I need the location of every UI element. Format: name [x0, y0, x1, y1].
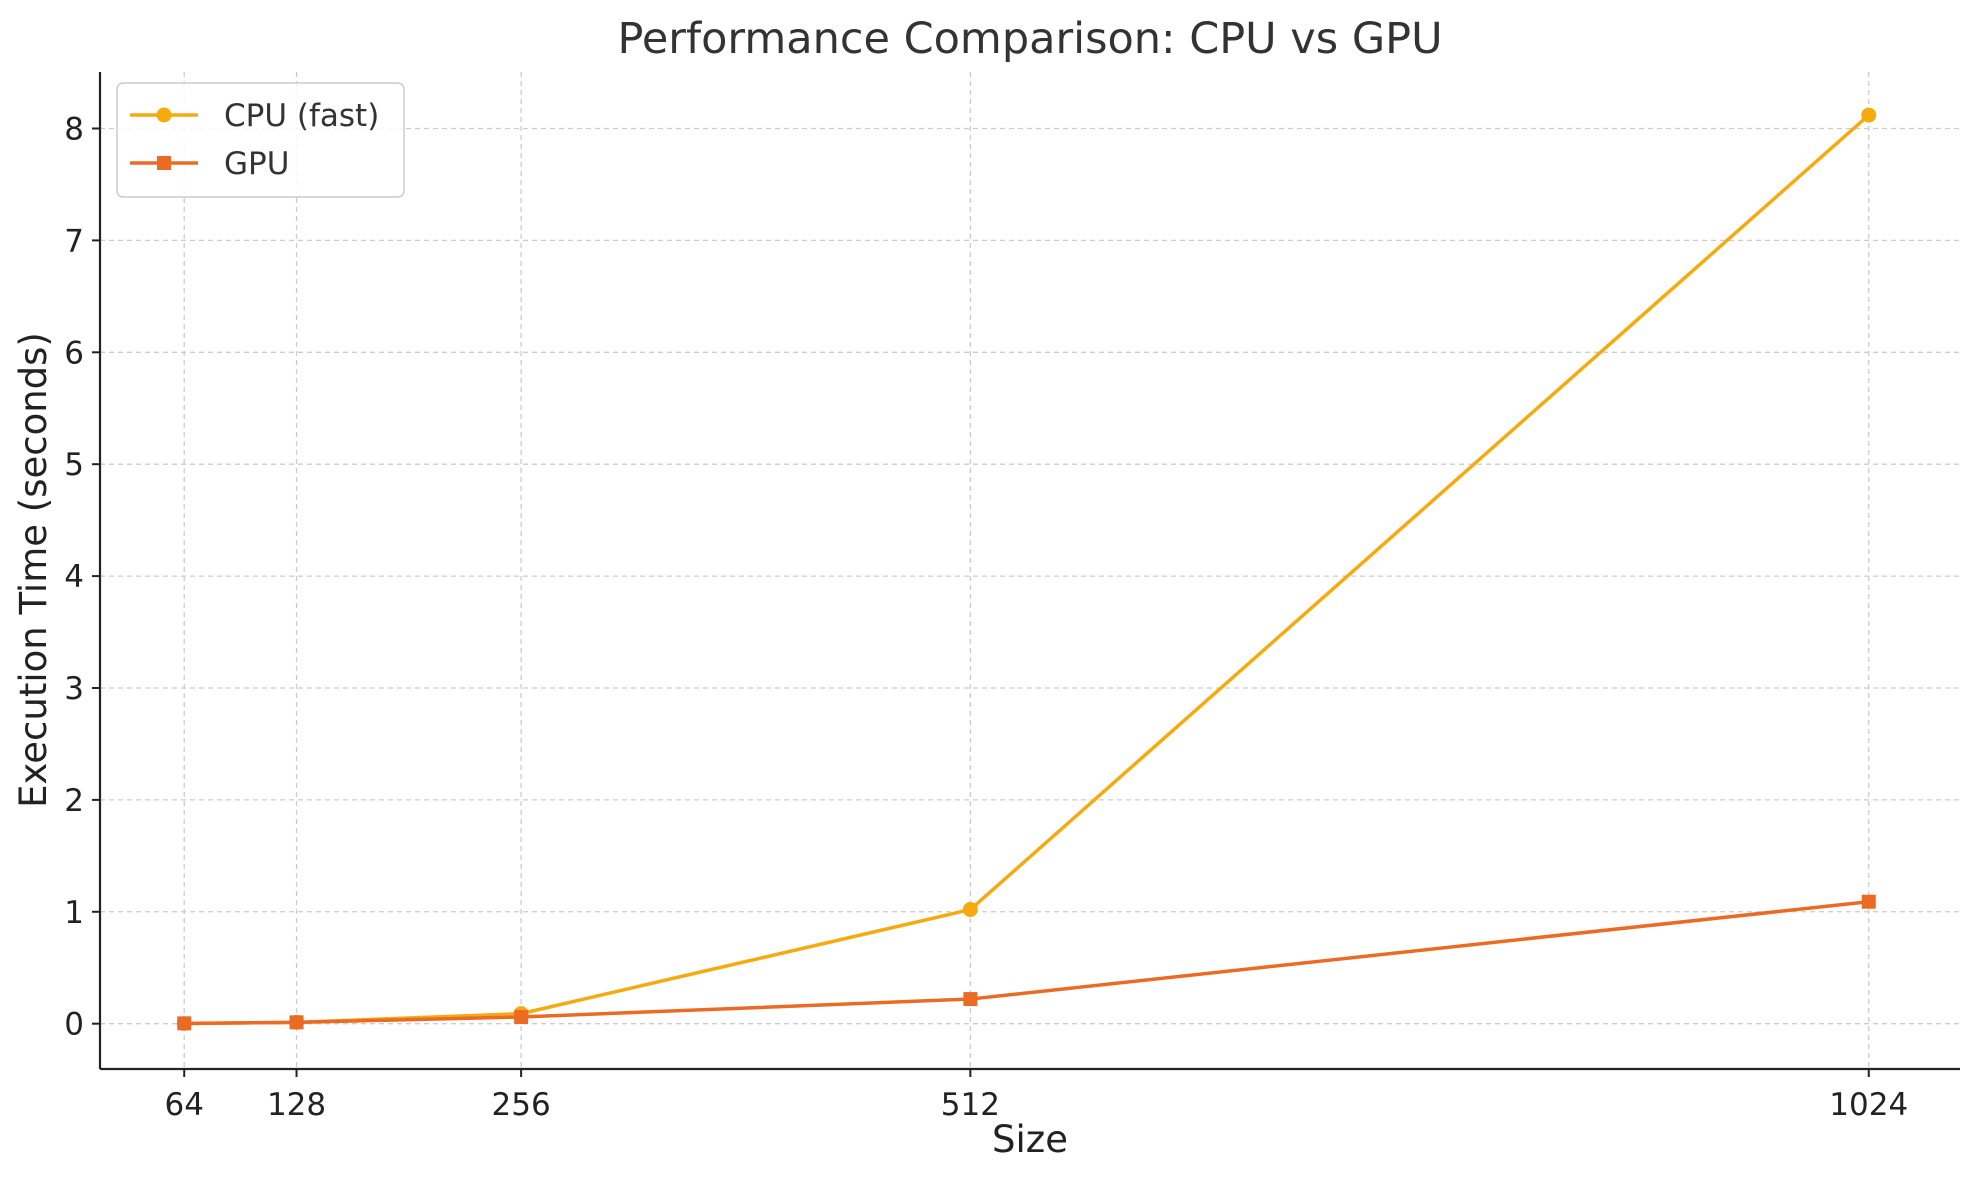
- x-tick-label: 256: [492, 1087, 551, 1123]
- legend-label-cpu: CPU (fast): [224, 98, 379, 134]
- y-tick-label: 0: [64, 1007, 84, 1043]
- data-point-gpu: [963, 992, 978, 1007]
- legend-entry-cpu: CPU (fast): [130, 98, 379, 134]
- x-axis-label: Size: [992, 1118, 1068, 1161]
- y-tick-label: 2: [64, 783, 84, 819]
- chart-title: Performance Comparison: CPU vs GPU: [617, 14, 1442, 64]
- y-axis-label: Execution Time (seconds): [12, 332, 55, 808]
- y-tick-label: 5: [64, 447, 84, 483]
- data-point-cpu-fast: [962, 902, 978, 918]
- data-point-gpu: [514, 1009, 529, 1024]
- series-line-cpu-fast: [184, 113, 1870, 1026]
- y-tick-label: 7: [64, 223, 84, 259]
- series-gpu: [177, 894, 1876, 1031]
- series-line-gpu: [184, 899, 1869, 1026]
- legend-marker-cpu: [156, 107, 172, 123]
- data-point-cpu-fast: [1861, 107, 1877, 123]
- legend-entry-gpu: GPU: [130, 146, 289, 182]
- data-point-gpu: [177, 1016, 192, 1031]
- y-tick-label: 4: [64, 559, 84, 595]
- y-tick-label: 8: [64, 112, 84, 148]
- x-tick-label: 1024: [1829, 1087, 1908, 1123]
- x-tick-label: 128: [267, 1087, 326, 1123]
- legend: CPU (fast) GPU: [116, 82, 405, 198]
- legend-box: [116, 82, 405, 198]
- grid: [100, 72, 1960, 1069]
- legend-label-gpu: GPU: [224, 146, 289, 182]
- y-tick-label: 6: [64, 335, 84, 371]
- x-tick-label: 512: [941, 1087, 1000, 1123]
- series: [176, 107, 1877, 1032]
- data-point-gpu: [289, 1015, 304, 1030]
- legend-marker-gpu: [157, 156, 171, 170]
- y-tick-label: 3: [64, 671, 84, 707]
- data-point-gpu: [1861, 894, 1876, 909]
- x-tick-label: 64: [164, 1087, 203, 1123]
- series-cpu-fast: [176, 107, 1877, 1032]
- axes: [98, 72, 1960, 1071]
- ticks: 0 1 2 3 4 5 6 7 8 64 128 256 512 1024: [64, 112, 1908, 1123]
- y-tick-label: 1: [64, 895, 84, 931]
